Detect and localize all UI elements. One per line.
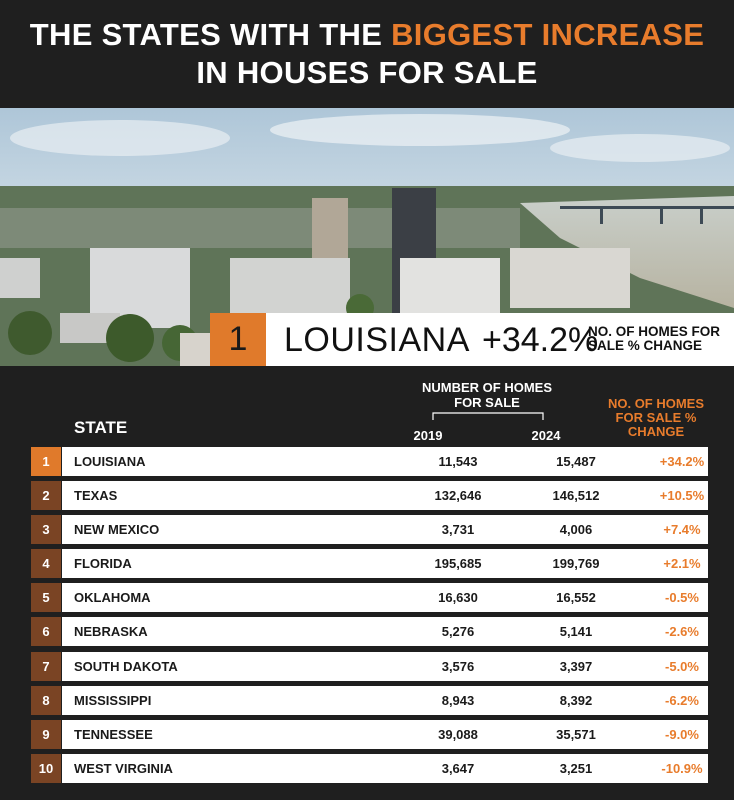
page-title: THE STATES WITH THE BIGGEST INCREASE IN …	[0, 0, 734, 108]
column-header-2024: 2024	[531, 428, 561, 443]
row-value-2024: 3,251	[559, 760, 593, 776]
row-rank: 4	[31, 549, 61, 579]
column-header-2019: 2019	[413, 428, 443, 443]
banner-label: NO. OF HOMES FOR SALE % CHANGE	[588, 324, 721, 353]
row-change: -5.0%	[665, 658, 699, 674]
table-row: 5 OKLAHOMA 16,630 16,552 -0.5%	[31, 583, 708, 613]
row-cells: MISSISSIPPI 8,943 8,392 -6.2%	[62, 685, 708, 715]
banner-state: LOUISIANA	[284, 321, 470, 359]
row-state: MISSISSIPPI	[74, 692, 152, 708]
row-state: WEST VIRGINIA	[74, 760, 173, 776]
row-rank: 10	[31, 753, 61, 783]
row-cells: TENNESSEE 39,088 35,571 -9.0%	[62, 719, 708, 749]
row-value-2024: 35,571	[556, 726, 596, 742]
row-change: -2.6%	[665, 624, 699, 640]
table-row: 10 WEST VIRGINIA 3,647 3,251 -10.9%	[31, 753, 708, 783]
table-row: 4 FLORIDA 195,685 199,769 +2.1%	[31, 549, 708, 579]
row-value-2024: 8,392	[559, 692, 593, 708]
row-value-2019: 195,685	[434, 556, 482, 572]
table-row: 7 SOUTH DAKOTA 3,576 3,397 -5.0%	[31, 651, 708, 681]
row-rank: 9	[31, 719, 61, 749]
column-group-header: NUMBER OF HOMES FOR SALE	[422, 380, 552, 410]
table-row: 1 LOUISIANA 11,543 15,487 +34.2%	[31, 447, 708, 476]
title-line-2: IN HOUSES FOR SALE	[196, 55, 538, 90]
row-value-2019: 5,276	[441, 624, 475, 640]
row-value-2024: 16,552	[556, 590, 596, 606]
banner-body: LOUISIANA +34.2% NO. OF HOMES FOR SALE %…	[266, 313, 734, 366]
row-cells: TEXAS 132,646 146,512 +10.5%	[62, 481, 708, 511]
row-state: SOUTH DAKOTA	[74, 658, 178, 674]
row-value-2024: 3,397	[559, 658, 593, 674]
row-change: -6.2%	[665, 692, 699, 708]
banner-rank: 1	[210, 313, 266, 366]
row-change: +7.4%	[663, 522, 701, 538]
table-rows: 1 LOUISIANA 11,543 15,487 +34.2% 2 TEXAS 132,64…	[31, 447, 708, 788]
row-change: +2.1%	[663, 556, 701, 572]
column-group-bracket	[432, 412, 544, 420]
row-value-2024: 5,141	[559, 624, 593, 640]
column-header-change: NO. OF HOMES FOR SALE % CHANGE	[607, 396, 705, 439]
row-value-2024: 199,769	[552, 556, 600, 572]
row-value-2019: 8,943	[441, 692, 475, 708]
row-state: NEBRASKA	[74, 624, 148, 640]
row-change: -10.9%	[661, 760, 703, 776]
row-change: -0.5%	[665, 590, 699, 606]
title-accent: BIGGEST INCREASE	[391, 17, 705, 52]
row-cells: OKLAHOMA 16,630 16,552 -0.5%	[62, 583, 708, 613]
row-value-2019: 3,576	[441, 658, 475, 674]
row-state: TEXAS	[74, 488, 118, 504]
column-header-state: STATE	[74, 418, 128, 437]
row-cells: LOUISIANA 11,543 15,487 +34.2%	[62, 447, 708, 476]
row-value-2024: 15,487	[556, 454, 596, 469]
top-state-banner: 1 LOUISIANA +34.2% NO. OF HOMES FOR SALE…	[210, 313, 734, 366]
row-rank: 7	[31, 651, 61, 681]
row-rank: 5	[31, 583, 61, 613]
row-state: OKLAHOMA	[74, 590, 151, 606]
row-rank: 3	[31, 515, 61, 545]
row-change: +34.2%	[659, 454, 705, 469]
row-value-2019: 16,630	[438, 590, 478, 606]
title-part-1: THE STATES WITH THE	[29, 17, 392, 52]
row-state: FLORIDA	[74, 556, 132, 572]
row-value-2019: 132,646	[434, 488, 482, 504]
table-row: 6 NEBRASKA 5,276 5,141 -2.6%	[31, 617, 708, 647]
row-value-2024: 4,006	[559, 522, 593, 538]
row-state: NEW MEXICO	[74, 522, 160, 538]
table-row: 8 MISSISSIPPI 8,943 8,392 -6.2%	[31, 685, 708, 715]
table-row: 2 TEXAS 132,646 146,512 +10.5%	[31, 481, 708, 511]
row-cells: FLORIDA 195,685 199,769 +2.1%	[62, 549, 708, 579]
row-rank: 1	[31, 447, 61, 476]
row-cells: NEW MEXICO 3,731 4,006 +7.4%	[62, 515, 708, 545]
row-change: -9.0%	[665, 726, 699, 742]
banner-change: +34.2%	[482, 321, 599, 359]
row-cells: SOUTH DAKOTA 3,576 3,397 -5.0%	[62, 651, 708, 681]
row-value-2019: 3,731	[441, 522, 475, 538]
row-rank: 6	[31, 617, 61, 647]
row-cells: WEST VIRGINIA 3,647 3,251 -10.9%	[62, 753, 708, 783]
table-row: 3 NEW MEXICO 3,731 4,006 +7.4%	[31, 515, 708, 545]
row-cells: NEBRASKA 5,276 5,141 -2.6%	[62, 617, 708, 647]
row-state: TENNESSEE	[74, 726, 153, 742]
row-change: +10.5%	[659, 488, 705, 504]
title-line-1: THE STATES WITH THE BIGGEST INCREASE	[0, 16, 734, 54]
row-value-2019: 39,088	[438, 726, 478, 742]
row-value-2019: 3,647	[441, 760, 475, 776]
row-rank: 8	[31, 685, 61, 715]
table-row: 9 TENNESSEE 39,088 35,571 -9.0%	[31, 719, 708, 749]
row-state: LOUISIANA	[74, 454, 146, 469]
row-value-2024: 146,512	[552, 488, 600, 504]
homes-for-sale-table: STATE NUMBER OF HOMES FOR SALE 2019 2024…	[0, 366, 734, 800]
row-value-2019: 11,543	[438, 454, 478, 469]
row-rank: 2	[31, 481, 61, 511]
